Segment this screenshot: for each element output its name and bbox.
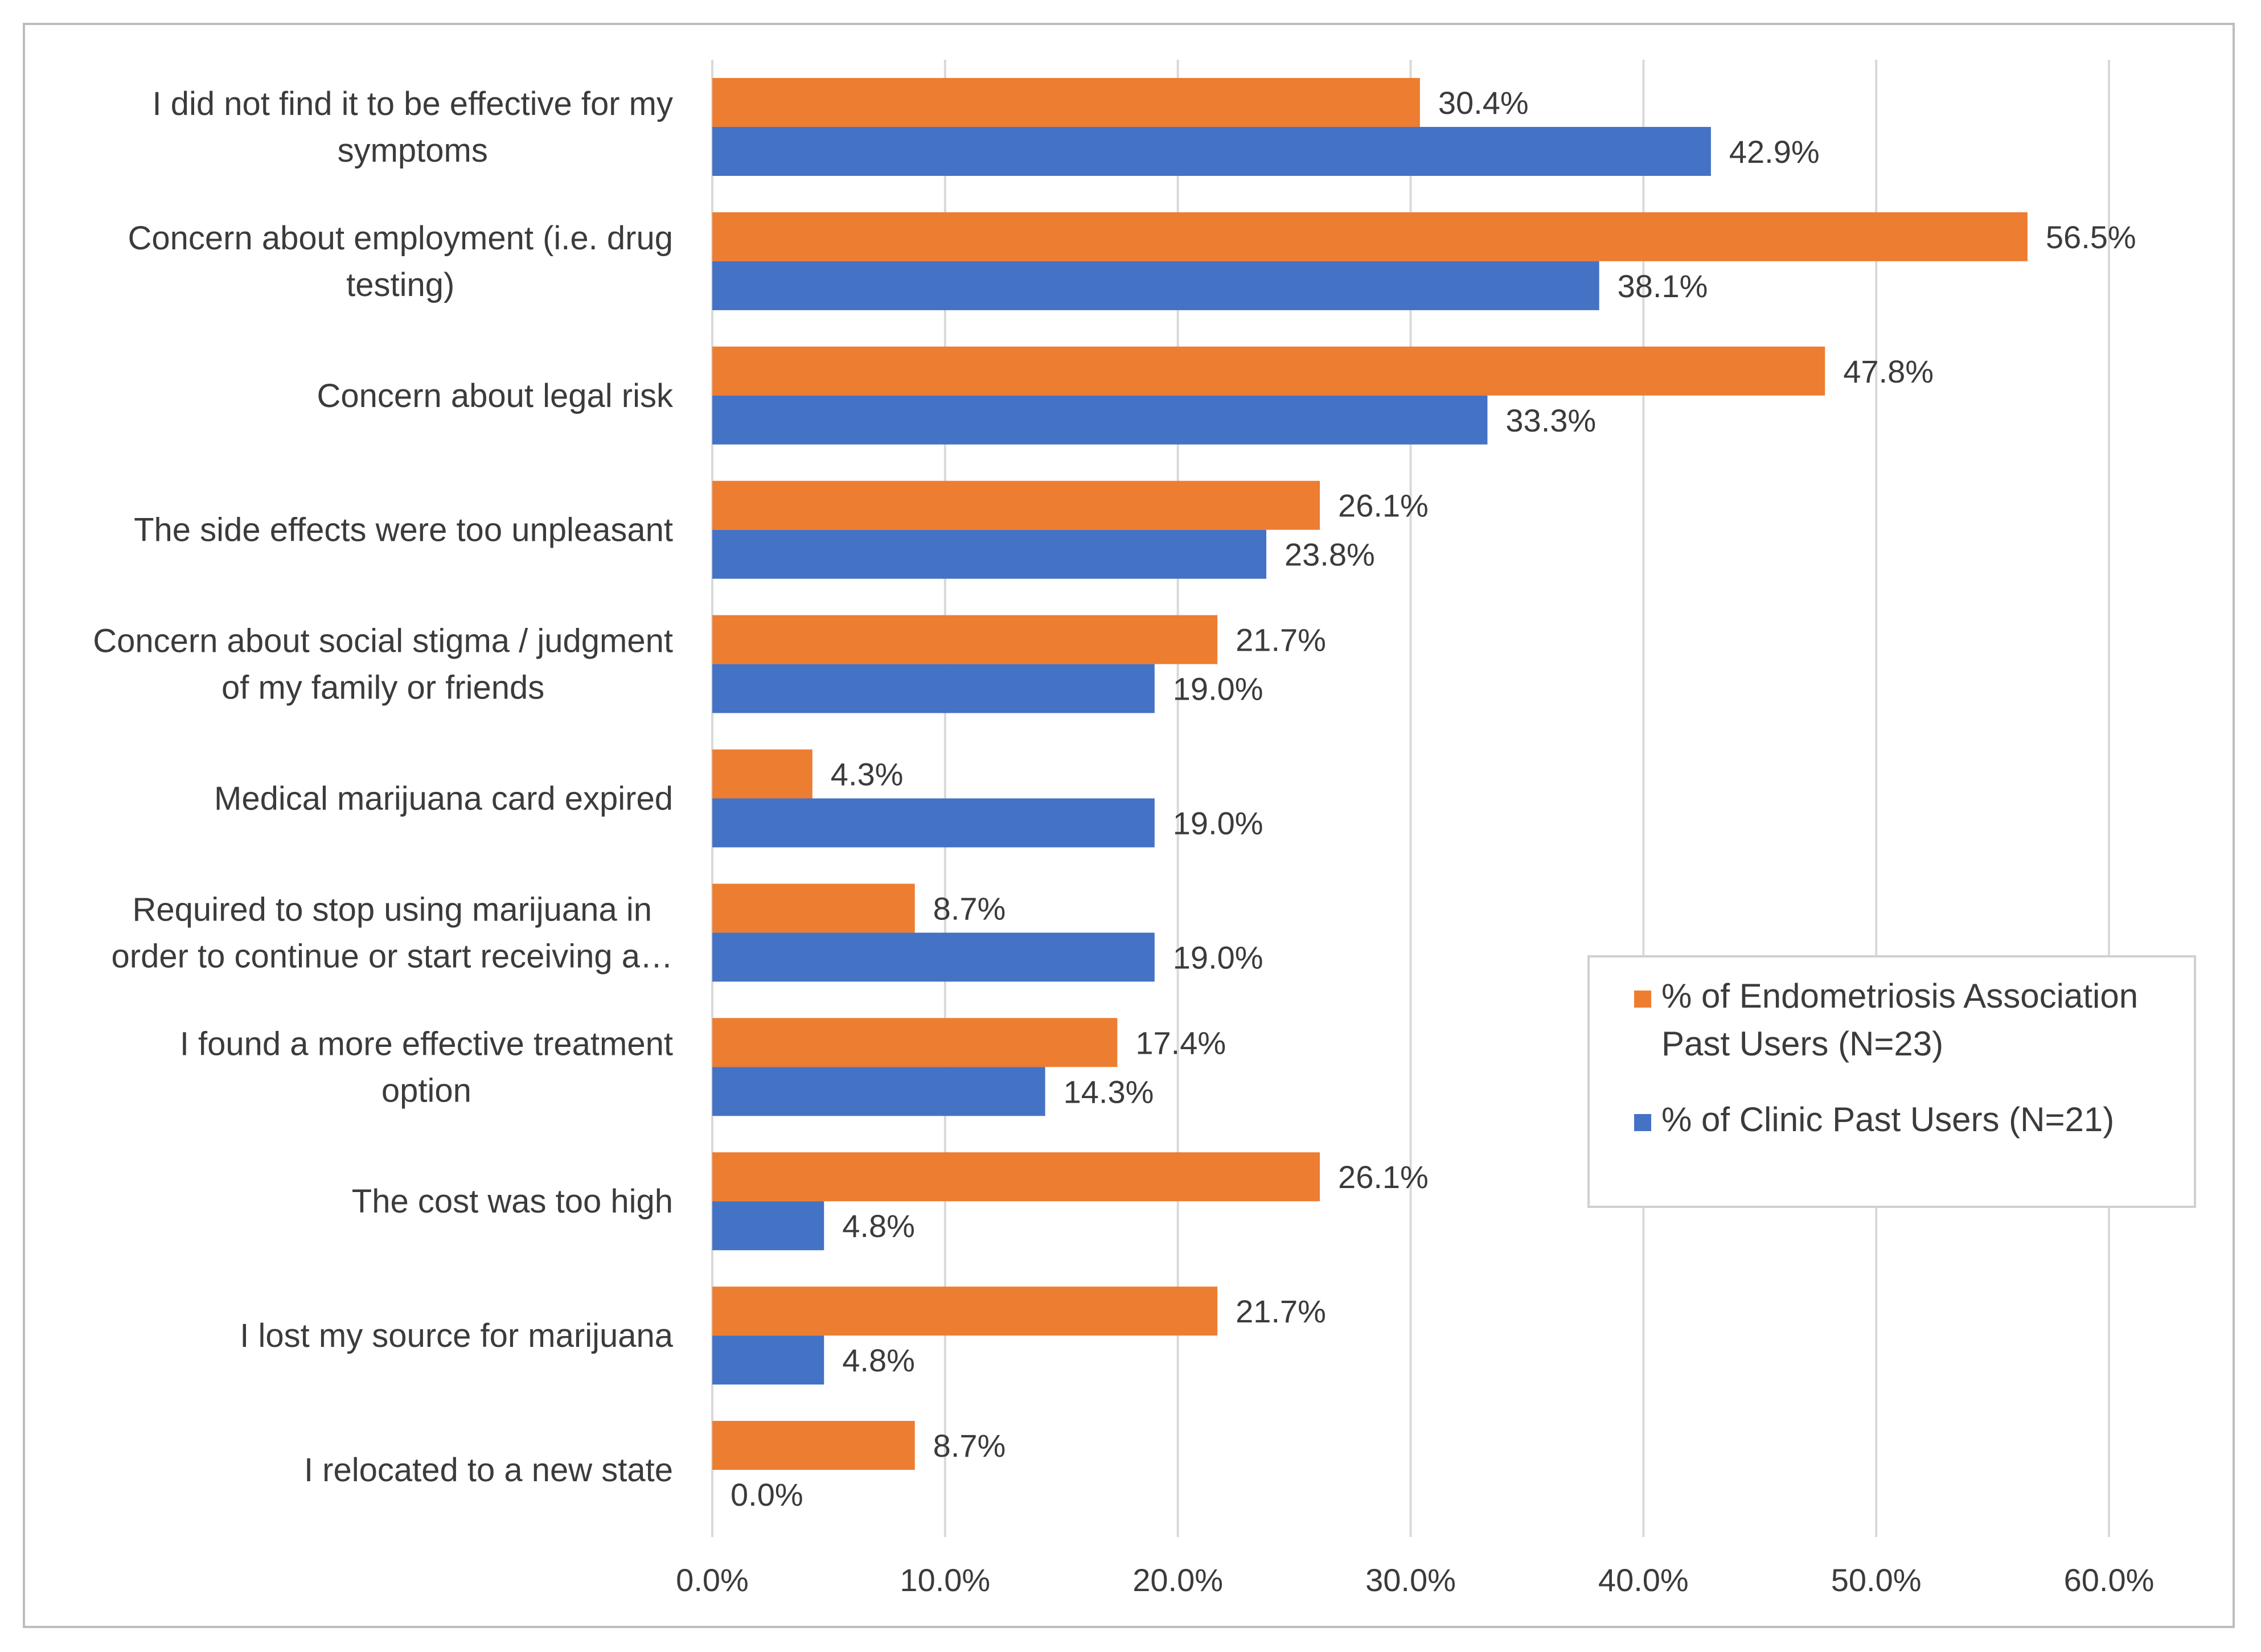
category-label: The side effects were too unpleasant — [134, 512, 673, 549]
x-tick-label: 40.0% — [1598, 1562, 1689, 1598]
x-tick-label: 20.0% — [1132, 1562, 1223, 1598]
x-tick-label: 0.0% — [676, 1562, 749, 1598]
data-label: 47.8% — [1843, 354, 1934, 389]
bar-endometriosis-association — [712, 77, 1420, 127]
legend-label: % of Endometriosis Association Past Users… — [1661, 977, 2138, 1063]
bar-clinic — [712, 126, 1711, 176]
category-label: Concern about legal risk — [317, 377, 674, 414]
category-label: Concern about social stigma / judgment of… — [93, 623, 673, 706]
category-label: I relocated to a new state — [304, 1452, 673, 1489]
bar-clinic — [712, 529, 1267, 579]
bar-endometriosis-association — [712, 749, 813, 799]
category-label: Medical marijuana card expired — [214, 780, 673, 817]
data-label: 21.7% — [1236, 1293, 1326, 1329]
bar-endometriosis-association — [712, 883, 915, 933]
data-label: 26.1% — [1338, 488, 1429, 524]
data-label: 23.8% — [1285, 537, 1375, 573]
data-label: 42.9% — [1729, 134, 1820, 170]
bar-clinic — [712, 1201, 824, 1251]
bars — [712, 77, 2028, 1470]
value-labels: 30.4% 42.9% 56.5% 38.1% 47.8% 33.3% 26.1% 23.8%… — [731, 85, 2136, 1513]
bar-endometriosis-association — [712, 615, 1218, 664]
data-label: 30.4% — [1438, 85, 1529, 121]
legend-label: % of Clinic Past Users (N=21) — [1661, 1100, 2114, 1139]
x-tick-label: 60.0% — [2064, 1562, 2155, 1598]
legend-box — [1587, 955, 2196, 1208]
data-label: 38.1% — [1618, 268, 1708, 304]
data-label: 8.7% — [933, 890, 1006, 926]
category-label: I did not find it to be effective for my… — [152, 85, 673, 169]
data-label: 33.3% — [1505, 402, 1596, 438]
bar-endometriosis-association — [712, 1421, 915, 1470]
data-label: 0.0% — [731, 1477, 803, 1513]
data-label: 19.0% — [1173, 939, 1263, 975]
bar-clinic — [712, 1335, 824, 1385]
data-label: 4.3% — [831, 757, 904, 792]
data-label: 21.7% — [1236, 622, 1326, 658]
data-label: 4.8% — [842, 1208, 915, 1244]
data-label: 8.7% — [933, 1428, 1006, 1464]
bar-endometriosis-association — [712, 346, 1825, 396]
legend-swatch-endometriosis — [1634, 991, 1651, 1008]
bar-clinic — [712, 395, 1488, 445]
x-tick-label: 10.0% — [900, 1562, 990, 1598]
x-tick-label: 50.0% — [1831, 1562, 1922, 1598]
bar-clinic — [712, 664, 1155, 713]
data-label: 14.3% — [1064, 1074, 1154, 1109]
data-label: 4.8% — [842, 1342, 915, 1378]
category-labels: I did not find it to be effective for my… — [93, 85, 674, 1489]
x-axis-ticks: 0.0% 10.0% 20.0% 30.0% 40.0% 50.0% 60.0% — [676, 1562, 2154, 1598]
bar-endometriosis-association — [712, 480, 1320, 530]
category-label: I found a more effective treatment option — [180, 1025, 673, 1109]
bar-endometriosis-association — [712, 1018, 1118, 1067]
data-label: 26.1% — [1338, 1159, 1429, 1195]
bar-clinic — [712, 1067, 1045, 1116]
data-label: 19.0% — [1173, 806, 1263, 841]
category-label: I lost my source for marijuana — [240, 1317, 673, 1354]
category-label: Concern about employment (i.e. drug testi… — [128, 220, 673, 303]
category-label: The cost was too high — [352, 1183, 673, 1220]
legend-swatch-clinic — [1634, 1114, 1651, 1131]
category-label: Required to stop using marijuana in order… — [112, 891, 673, 975]
bar-endometriosis-association — [712, 212, 2028, 261]
data-label: 19.0% — [1173, 671, 1263, 707]
bar-clinic — [712, 932, 1155, 982]
data-label: 17.4% — [1135, 1025, 1226, 1061]
x-tick-label: 30.0% — [1365, 1562, 1456, 1598]
bar-endometriosis-association — [712, 1287, 1218, 1336]
data-label: 56.5% — [2046, 219, 2136, 255]
bar-clinic — [712, 798, 1155, 848]
legend: % of Endometriosis Association Past Users… — [1587, 955, 2196, 1208]
bar-endometriosis-association — [712, 1152, 1320, 1202]
bar-clinic — [712, 261, 1599, 310]
